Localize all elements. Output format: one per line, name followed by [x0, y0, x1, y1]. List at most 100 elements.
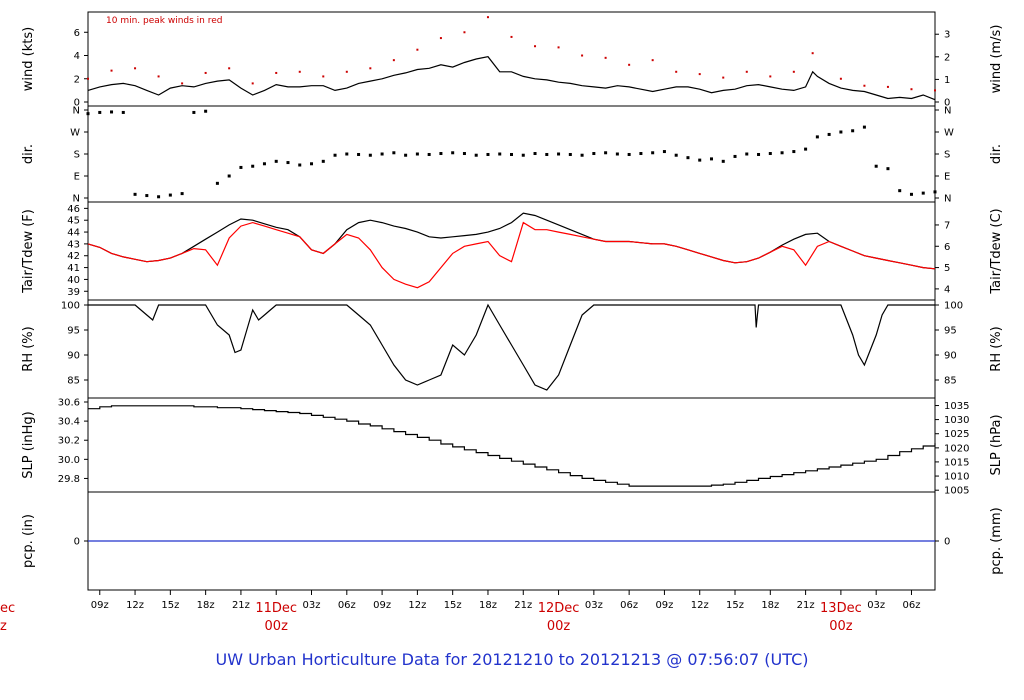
dir-series-point	[274, 159, 278, 163]
dir-series-point	[345, 152, 349, 156]
wind-peak-point	[863, 84, 866, 87]
rh-right-tick-label: 100	[944, 301, 963, 312]
dir-series-point	[451, 151, 455, 155]
rh-right-tick-label: 85	[944, 376, 957, 387]
rh-right-tick-label: 95	[944, 326, 957, 337]
dir-series-point	[639, 152, 643, 156]
x-tick-label: 21z	[514, 600, 532, 611]
wind-peak-point	[792, 70, 795, 73]
dir-series-point	[168, 193, 172, 197]
slp-left-axis-label: SLP (inHg)	[21, 411, 36, 479]
wind-panel-frame	[87, 11, 936, 107]
wind-series-line	[87, 56, 936, 101]
slp-left-tick-label: 29.8	[58, 474, 80, 485]
x-tick-label: 06z	[620, 600, 638, 611]
day-time-partial: z	[0, 619, 7, 634]
dir-series-point	[615, 152, 619, 156]
dir-series-point	[792, 150, 796, 154]
dir-series-point	[439, 152, 443, 156]
dir-series-point	[627, 152, 631, 156]
dir-series-point	[180, 192, 184, 196]
dir-series-point	[580, 153, 584, 157]
day-label-partial: ec	[0, 601, 15, 616]
day-time-label: 00z	[547, 619, 571, 634]
wind-peak-point	[463, 31, 466, 34]
dir-series-point	[86, 112, 90, 116]
wind-peak-point	[557, 46, 560, 49]
dir-series-point	[592, 152, 596, 156]
wind-peak-point	[392, 59, 395, 62]
dir-series-point	[674, 153, 678, 157]
dir-series-point	[133, 192, 137, 196]
dir-series-point	[404, 153, 408, 157]
dir-left-tick-label: N	[73, 194, 80, 205]
x-tick-label: 09z	[373, 600, 391, 611]
dir-series-point	[357, 152, 361, 156]
dir-series-point	[886, 167, 890, 171]
rh-right-axis-label: RH (%)	[989, 326, 1004, 371]
wind-peak-point	[698, 73, 701, 76]
rh-left-tick-label: 90	[67, 351, 80, 362]
dir-series-point	[192, 110, 196, 114]
day-time-label: 00z	[829, 619, 853, 634]
wind-peak-point	[134, 67, 137, 70]
dir-left-tick-label: W	[70, 128, 80, 139]
dir-series-point	[251, 164, 255, 168]
slp-series-line	[88, 405, 936, 487]
wind-peak-point	[651, 59, 654, 62]
wind-peak-point	[534, 45, 537, 48]
dir-series-point	[545, 152, 549, 156]
slp-right-tick-label: 1015	[944, 457, 969, 468]
wind-right-tick-label: 0	[944, 98, 950, 109]
dir-series-point	[474, 153, 478, 157]
wind-peak-point	[298, 70, 301, 73]
dir-series-point	[862, 125, 866, 129]
x-tick-label: 15z	[161, 600, 179, 611]
dir-series-point	[204, 109, 208, 113]
dir-series-point	[380, 152, 384, 156]
rh-left-tick-label: 100	[61, 301, 80, 312]
temp-series-line	[87, 212, 936, 270]
rh-panel-frame	[87, 299, 936, 399]
temp-left-tick-label: 46	[67, 204, 80, 215]
temp-left-tick-label: 41	[67, 263, 80, 274]
wind-peak-point	[157, 75, 160, 78]
x-tick-label: 09z	[91, 600, 109, 611]
wind-peak-point	[439, 37, 442, 40]
dir-left-axis-label: dir.	[21, 144, 36, 164]
slp-panel-frame	[87, 397, 936, 493]
wind-peak-point	[839, 77, 842, 80]
wind-right-axis-label: wind (m/s)	[989, 25, 1004, 94]
temp-left-tick-label: 42	[67, 251, 80, 262]
dir-series-point	[804, 147, 808, 151]
x-tick-label: 06z	[902, 600, 920, 611]
slp-right-tick-label: 1020	[944, 443, 969, 454]
dir-series-point	[392, 151, 396, 155]
wind-peak-point	[251, 82, 254, 85]
x-tick-label: 18z	[761, 600, 779, 611]
dir-series-point	[909, 192, 913, 196]
wind-peak-point	[934, 89, 936, 92]
dir-series-point	[827, 132, 831, 136]
rh-left-tick-label: 85	[67, 376, 80, 387]
dir-series-point	[768, 152, 772, 156]
x-tick-label: 06z	[338, 600, 356, 611]
dir-series-point	[321, 159, 325, 163]
dir-series-point	[239, 165, 243, 169]
dir-series-point	[651, 151, 655, 155]
temp-right-tick-label: 5	[944, 263, 950, 274]
dir-series-point	[510, 152, 513, 156]
wind-peak-point	[886, 85, 889, 88]
dir-left-tick-label: E	[74, 172, 80, 183]
x-tick-label: 15z	[444, 600, 462, 611]
dir-series-point	[110, 110, 114, 114]
temp-right-tick-label: 7	[944, 220, 950, 231]
wind-peak-point	[722, 76, 725, 79]
dir-series-point	[157, 195, 161, 199]
wind-peak-point	[181, 82, 184, 85]
dir-series-point	[698, 158, 702, 162]
dir-right-tick-label: E	[944, 172, 950, 183]
x-tick-label: 03z	[303, 600, 321, 611]
slp-right-tick-label: 1035	[944, 401, 969, 412]
dir-series-point	[780, 151, 784, 155]
